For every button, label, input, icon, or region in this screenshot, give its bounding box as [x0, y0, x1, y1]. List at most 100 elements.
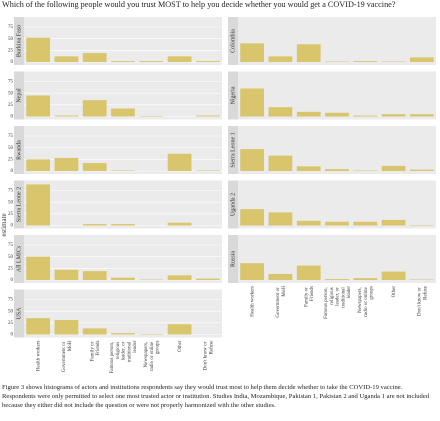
bar	[240, 88, 265, 117]
bar	[409, 169, 434, 171]
bar	[111, 61, 135, 62]
bar	[240, 209, 265, 226]
bar	[353, 115, 378, 117]
bar	[296, 111, 321, 117]
panel-background	[238, 180, 436, 229]
panel-title: Sierra Leone 2	[16, 187, 22, 222]
bar	[195, 61, 220, 62]
chart: estimate Burkina Faso0255075ColombiaNepa…	[0, 17, 436, 373]
y-tick-label: 0	[11, 278, 14, 283]
panel-title: Colombia	[230, 29, 236, 53]
y-tick-label: 75	[8, 243, 14, 248]
panel-title: Sierra Leone 1	[230, 132, 236, 167]
bar	[82, 53, 107, 62]
bar	[381, 114, 406, 117]
panel-background	[238, 235, 436, 283]
y-tick-label: 50	[8, 91, 14, 96]
bar	[26, 318, 51, 335]
x-tick-label: Government or MoH	[62, 340, 73, 372]
x-tick-label: Family or Friends	[304, 286, 315, 307]
y-tick-label: 0	[11, 333, 14, 338]
bar	[167, 275, 192, 280]
bar	[111, 277, 135, 280]
bar	[409, 114, 434, 117]
panel-background	[238, 126, 436, 174]
bar	[268, 107, 293, 117]
bar	[381, 271, 406, 280]
bar	[139, 61, 164, 62]
y-tick-label: 50	[8, 200, 14, 205]
bar	[167, 324, 192, 335]
y-tick-label: 75	[8, 189, 14, 194]
y-tick-label: 50	[8, 146, 14, 151]
y-tick-label: 25	[8, 266, 14, 271]
bar	[26, 159, 51, 171]
bar	[353, 221, 378, 226]
y-tick-label: 75	[8, 80, 14, 85]
bar	[240, 149, 265, 171]
strip	[14, 235, 24, 283]
panel-title: USA	[16, 307, 22, 320]
bar	[54, 320, 79, 335]
panel-background	[24, 17, 222, 65]
bar	[195, 115, 220, 117]
y-tick-label: 25	[8, 48, 14, 53]
y-tick-label: 0	[11, 60, 14, 65]
panel-title: Uganda 2	[230, 193, 236, 216]
strip	[228, 17, 238, 65]
bar	[296, 220, 321, 226]
bar	[54, 115, 79, 117]
bar	[240, 43, 265, 62]
x-tick-label: Family or Friends	[90, 340, 101, 361]
figure-title: Which of the following people would you …	[2, 0, 396, 9]
y-axis-label: estimate	[0, 213, 8, 236]
bar	[381, 165, 406, 171]
bar	[353, 278, 378, 280]
x-tick-label: Health workers	[37, 340, 42, 371]
bar	[409, 57, 434, 62]
bar	[82, 328, 107, 335]
y-tick-label: 0	[11, 224, 14, 229]
bar	[240, 263, 265, 280]
bar	[296, 265, 321, 280]
x-tick-label: Newspapers, radio or online groups	[358, 286, 375, 317]
panel-title: All LMICs	[16, 245, 22, 272]
y-tick-label: 25	[8, 157, 14, 162]
bar	[111, 224, 135, 226]
strip	[228, 180, 238, 229]
x-tick-label: Don't know or Refuse	[204, 340, 215, 371]
bar	[353, 61, 378, 62]
bar	[325, 221, 349, 226]
x-tick-label: Other	[392, 286, 397, 298]
y-tick-label: 25	[8, 212, 14, 217]
y-tick-label: 25	[8, 321, 14, 326]
panel-background	[24, 126, 222, 174]
bar	[167, 56, 192, 62]
strip	[14, 17, 24, 65]
panel-title: Russia	[230, 251, 236, 267]
bar	[325, 279, 349, 280]
bar	[195, 278, 220, 280]
y-tick-label: 75	[8, 25, 14, 30]
y-tick-label: 50	[8, 37, 14, 42]
panel-background	[24, 235, 222, 283]
y-tick-label: 25	[8, 103, 14, 108]
y-tick-label: 50	[8, 309, 14, 314]
x-tick-label: Famous person, religious leader, or trad…	[324, 286, 352, 319]
bar	[268, 273, 293, 280]
x-tick-label: Newspapers, radio or online groups	[144, 340, 161, 371]
bar	[381, 219, 406, 226]
x-tick-label: Other	[178, 340, 183, 352]
caption: Figure 3 shows histograms of actors and …	[2, 384, 430, 409]
bar	[167, 222, 192, 226]
strip	[228, 126, 238, 174]
bar	[111, 108, 135, 117]
bar	[82, 224, 107, 226]
panel-title: Rwanda	[16, 140, 22, 160]
bar	[296, 166, 321, 171]
panel-background	[24, 180, 222, 229]
bar	[26, 95, 51, 117]
strip	[228, 235, 238, 283]
bar	[167, 153, 192, 171]
